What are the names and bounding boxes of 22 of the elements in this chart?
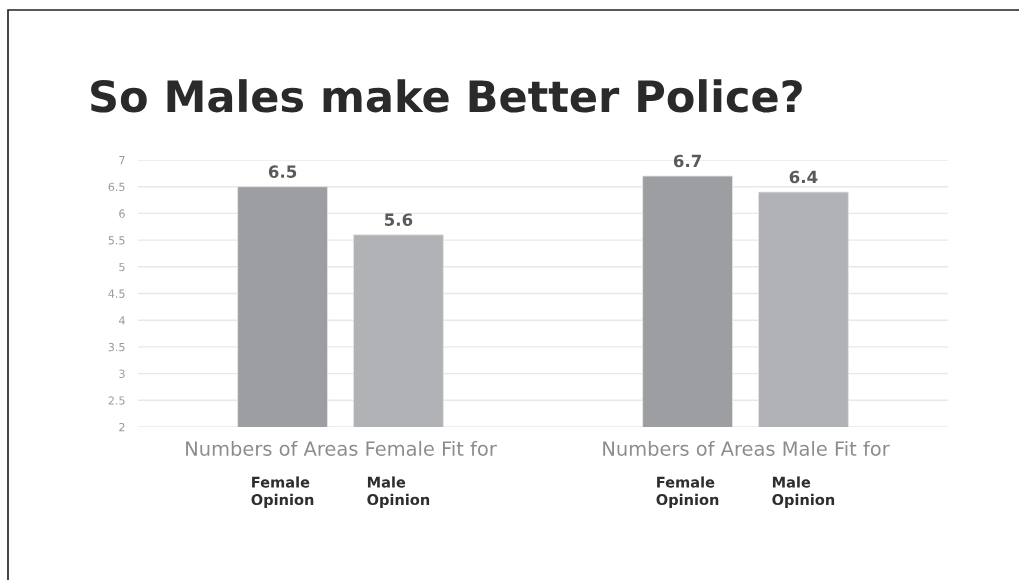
chart-title: So Males make Better Police? <box>91 79 802 113</box>
y-tick-label: 6 <box>119 209 125 218</box>
text: Male Opinion <box>772 476 835 508</box>
data-label: 6.5 <box>268 165 297 178</box>
y-tick-label: 2 <box>119 422 125 432</box>
y-tick-label: 5 <box>119 262 125 272</box>
y-tick-label: 7 <box>119 156 125 165</box>
y-tick-label: 2.5 <box>108 396 125 405</box>
series-label: Male Opinion <box>367 476 430 508</box>
y-tick-label: 5.5 <box>108 236 125 245</box>
y-tick-label: 3.5 <box>108 342 125 352</box>
y-tick-label: 4 <box>118 316 125 325</box>
y-tick-label: 6.5 <box>108 182 125 192</box>
series-label: Female Opinion <box>251 476 314 508</box>
y-tick-label: 3 <box>119 369 125 378</box>
text: Female Opinion <box>656 476 719 508</box>
data-label: 5.6 <box>384 213 413 226</box>
x-tick-label: Numbers of Areas Female Fit for <box>186 440 497 456</box>
data-label: 6.4 <box>789 170 818 184</box>
y-tick-label: 4.5 <box>108 289 125 298</box>
x-tick-label: Numbers of Areas Male Fit for <box>603 440 890 456</box>
data-label: 6.7 <box>673 154 702 168</box>
